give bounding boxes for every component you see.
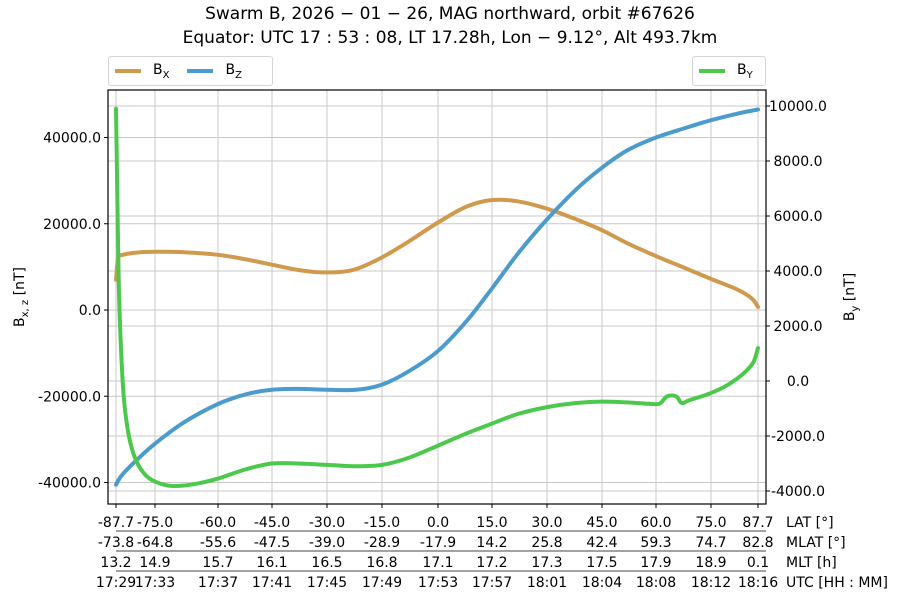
grid-lines: [108, 90, 766, 504]
left-tick-label: 20000.0: [43, 217, 101, 233]
x-row-value: -39.0: [309, 535, 345, 551]
x-row-value: 87.7: [742, 515, 773, 531]
x-row-value: 0.1: [747, 555, 769, 571]
legend-entry-bx: BX: [115, 61, 170, 81]
x-row-value: 18:16: [738, 575, 778, 591]
x-row-value: 13.2: [100, 555, 131, 571]
right-axis-label: By [nT]: [842, 273, 861, 321]
x-row-value: -87.7: [98, 515, 134, 531]
x-row-value: 18:12: [691, 575, 731, 591]
legend-label-bz: BZ: [225, 61, 242, 81]
series-bx: [114, 197, 760, 309]
left-tick-label: -40000.0: [38, 476, 101, 492]
x-row-value: -30.0: [309, 515, 345, 531]
x-row-value: 17:57: [472, 575, 512, 591]
x-row-value: 59.3: [640, 535, 671, 551]
x-row-value: 82.8: [742, 535, 773, 551]
x-row-value: 15.0: [476, 515, 507, 531]
data-series: [114, 106, 760, 489]
x-row-value: 17:33: [135, 575, 175, 591]
x-row-value: 14.9: [139, 555, 170, 571]
legend-swatch-by: [699, 68, 725, 73]
x-row-value: 18:08: [636, 575, 676, 591]
left-tick-label: 40000.0: [43, 131, 101, 147]
x-row-value: 17.3: [531, 555, 562, 571]
x-row-name: LAT [°]: [786, 515, 834, 531]
plot-frame: [107, 89, 767, 505]
chart-title-line2: Equator: UTC 17 : 53 : 08, LT 17.28h, Lo…: [182, 28, 718, 48]
x-axis-rows: -87.7 -75.0 -60.0 -45.0 -30.0 -15.0 0.0 15.0 30.…: [96, 515, 888, 591]
x-row-value: 60.0: [640, 515, 671, 531]
x-row-value: 16.1: [256, 555, 287, 571]
legend-swatch-bz: [187, 68, 214, 73]
x-row-value: -47.5: [254, 535, 290, 551]
x-row-name: MLT [h]: [786, 555, 837, 571]
x-row-value: 17:29: [96, 575, 136, 591]
legend-swatch-bx: [115, 68, 141, 73]
x-row-value: 74.7: [695, 535, 726, 551]
x-row-value: 45.0: [586, 515, 617, 531]
x-row-value: 18.9: [695, 555, 726, 571]
x-row-value: 18:01: [527, 575, 567, 591]
x-row-value: 17.5: [586, 555, 617, 571]
x-row-value: 18:04: [582, 575, 622, 591]
x-row-value: 15.7: [202, 555, 233, 571]
x-row-value: 42.4: [586, 535, 617, 551]
right-tick-label: 6000.0: [774, 209, 823, 225]
x-row-value: 17:41: [252, 575, 292, 591]
x-row-value: -17.9: [420, 535, 456, 551]
x-row-value: 75.0: [695, 515, 726, 531]
x-row-value: 14.2: [476, 535, 507, 551]
x-row-value: 17:49: [362, 575, 402, 591]
series-bz: [114, 107, 760, 487]
right-tick-label: 10000.0: [769, 99, 827, 115]
left-axis-label: Bx, z [nT]: [12, 267, 31, 327]
x-row-name: UTC [HH : MM]: [786, 575, 888, 591]
x-row-value: -45.0: [254, 515, 290, 531]
left-tick-label: -20000.0: [38, 389, 101, 405]
x-row-value: 17.2: [476, 555, 507, 571]
right-tick-label: 0.0: [787, 374, 809, 390]
x-row-value: 16.8: [366, 555, 397, 571]
right-tick-label: -2000.0: [771, 429, 825, 445]
x-row-value: 25.8: [531, 535, 562, 551]
chart-title-line1: Swarm B, 2026 − 01 − 26, MAG northward, …: [205, 4, 695, 24]
x-row-value: 17:45: [307, 575, 347, 591]
x-row-value: 0.0: [427, 515, 449, 531]
x-row-value: 17:37: [198, 575, 238, 591]
x-row-value: -75.0: [137, 515, 173, 531]
legend-label-bx: BX: [153, 61, 170, 81]
x-row-value: -73.8: [98, 535, 134, 551]
legend-entry-bz: BZ: [187, 61, 242, 81]
x-row-value: -15.0: [364, 515, 400, 531]
left-tick-label: 0.0: [79, 303, 101, 319]
x-row-value: 16.5: [311, 555, 342, 571]
x-row-value: 30.0: [531, 515, 562, 531]
x-row-value: -55.6: [200, 535, 236, 551]
right-tick-label: -4000.0: [771, 484, 825, 500]
legend-right: BY: [692, 56, 766, 86]
x-row-value: 17.9: [640, 555, 671, 571]
right-tick-label: 4000.0: [774, 264, 823, 280]
x-row-value: -64.8: [137, 535, 173, 551]
legend-left: BX BZ: [108, 56, 273, 86]
axis-ticks: 40000.0 20000.0 0.0 -20000.0 -40000.0 10000.0…: [38, 99, 827, 508]
x-row-value: 17.1: [422, 555, 453, 571]
x-row-value: 17:53: [418, 575, 458, 591]
x-row-name: MLAT [°]: [786, 535, 846, 551]
right-tick-label: 2000.0: [774, 319, 823, 335]
legend-entry-by: BY: [699, 61, 753, 81]
series-by: [114, 106, 760, 489]
x-row-value: -60.0: [200, 515, 236, 531]
legend-label-by: BY: [737, 61, 753, 81]
right-tick-label: 8000.0: [774, 154, 823, 170]
x-row-value: -28.9: [364, 535, 400, 551]
